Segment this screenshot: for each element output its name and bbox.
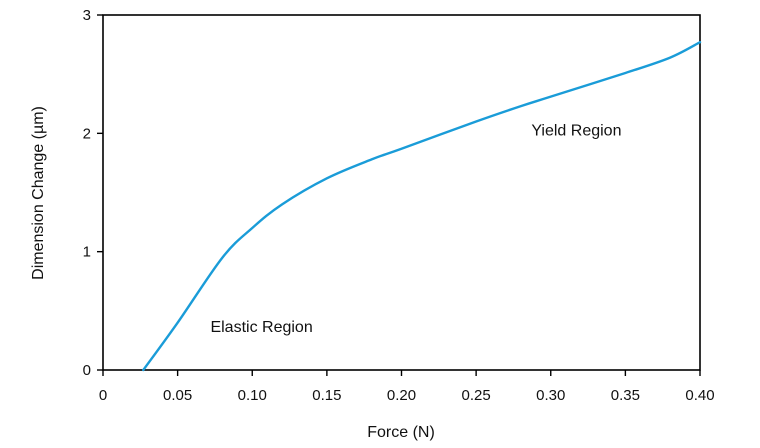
y-axis: 0 1 2 3 — [83, 7, 103, 379]
series-line — [142, 41, 702, 372]
annotations: Elastic Region Yield Region — [210, 123, 621, 336]
x-tick-label: 0.40 — [685, 387, 714, 404]
x-tick-label: 0.35 — [611, 387, 640, 404]
y-tick-label: 1 — [83, 244, 91, 261]
y-tick-label: 0 — [83, 362, 91, 379]
plot-frame — [102, 14, 701, 371]
x-tick-label: 0.25 — [462, 387, 491, 404]
x-tick-label: 0 — [99, 387, 107, 404]
y-tick-label: 3 — [83, 7, 91, 24]
annotation-label: Elastic Region — [210, 319, 312, 336]
x-tick-label: 0.10 — [238, 387, 267, 404]
x-axis-title: Force (N) — [367, 424, 435, 441]
x-tick-label: 0.05 — [163, 387, 192, 404]
x-tick-label: 0.20 — [387, 387, 416, 404]
x-tick-label: 0.15 — [312, 387, 341, 404]
x-tick-label: 0.30 — [536, 387, 565, 404]
y-tick-label: 2 — [83, 125, 91, 142]
annotation-label: Yield Region — [531, 123, 621, 140]
x-axis: 0 0.05 0.10 0.15 0.20 0.25 0.30 0.35 0.40 — [99, 370, 715, 404]
y-axis-title: Dimension Change (µm) — [30, 106, 47, 280]
